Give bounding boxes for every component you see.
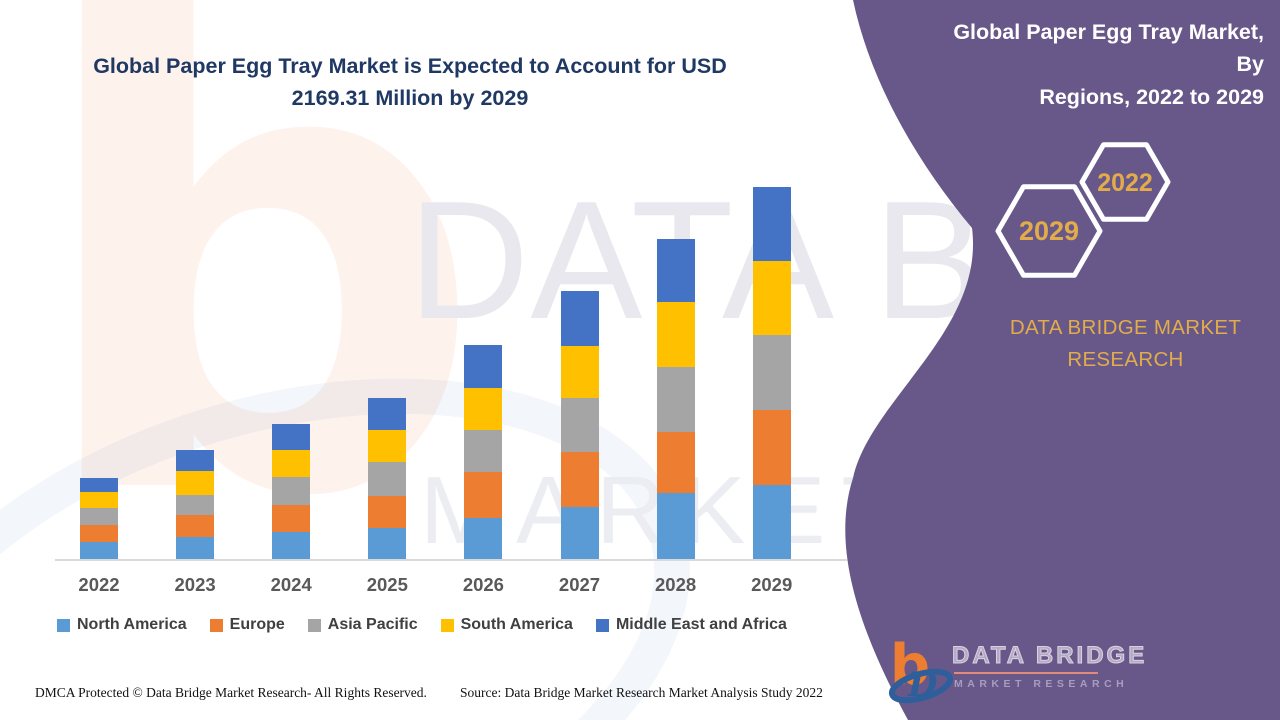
bar-segment-2028-europe <box>656 432 695 493</box>
bar-segment-2027-north-america <box>560 507 599 559</box>
x-axis-label-2025: 2025 <box>366 574 408 595</box>
bar-segment-2028-middle-east-and-africa <box>656 238 695 303</box>
panel-brand-text: DATA BRIDGE MARKET RESEARCH <box>1009 316 1242 371</box>
page-title-line2: 2169.31 Million by 2029 <box>291 86 529 111</box>
page-title: Global Paper Egg Tray Market is Expected… <box>55 50 765 115</box>
legend-item-asia-pacific: Asia Pacific <box>307 616 418 634</box>
x-axis-label-2027: 2027 <box>558 574 601 595</box>
x-axis-label-2023: 2023 <box>174 574 216 595</box>
panel-title-line2: Regions, 2022 to 2029 <box>1039 84 1264 109</box>
bar-segment-2025-north-america <box>368 527 407 559</box>
legend-swatch-icon <box>57 618 70 632</box>
bar-segment-2027-middle-east-and-africa <box>560 291 599 346</box>
bar-segment-2029-south-america <box>752 260 791 336</box>
logo-subtitle-text: MARKET RESEARCH <box>954 678 1129 690</box>
legend-item-south-america: South America <box>440 616 573 634</box>
bar-segment-2027-europe <box>560 451 599 508</box>
bar-segment-2027-south-america <box>560 345 599 398</box>
bar-segment-2027-asia-pacific <box>560 397 599 452</box>
stacked-bar-chart: 2022 2023 2024 2025 2026 2027 2028 2029 North A… <box>55 186 847 634</box>
legend-label: Europe <box>229 616 285 633</box>
bar-segment-2024-asia-pacific <box>272 477 311 505</box>
bar-segment-2023-europe <box>176 514 215 538</box>
bar-segment-2023-south-america <box>176 470 215 495</box>
footer-source: Source: Data Bridge Market Research Mark… <box>460 685 823 700</box>
bar-segment-2023-asia-pacific <box>176 494 215 515</box>
bar-segment-2026-asia-pacific <box>464 430 503 473</box>
year-hexagons: 2022 2029 <box>995 142 1171 278</box>
hexagon-2022-label: 2022 <box>1097 169 1153 197</box>
bar-segment-2022-middle-east-and-africa <box>80 478 118 493</box>
bar-segment-2022-south-america <box>80 492 118 509</box>
x-axis-label-2026: 2026 <box>462 574 504 595</box>
x-axis-line <box>55 559 847 561</box>
bar-segment-2024-europe <box>272 504 311 533</box>
legend-swatch-icon <box>307 618 321 632</box>
x-axis-label-2029: 2029 <box>751 574 793 595</box>
hexagon-2029-label: 2029 <box>1019 216 1079 246</box>
bar-segment-2022-north-america <box>80 542 118 559</box>
bar-segment-2029-asia-pacific <box>752 335 791 410</box>
legend-swatch-icon <box>440 618 454 632</box>
bar-segment-2022-asia-pacific <box>80 508 118 526</box>
panel-title-line1: Global Paper Egg Tray Market, By <box>953 20 1264 77</box>
page-title-line1: Global Paper Egg Tray Market is Expected… <box>93 54 727 78</box>
x-axis-label-2028: 2028 <box>655 574 697 595</box>
legend-label: Middle East and Africa <box>615 616 787 633</box>
bar-segment-2022-europe <box>80 525 118 543</box>
logo-swoosh <box>888 668 954 704</box>
x-axis-label-2024: 2024 <box>270 574 312 595</box>
purple-wave-shape <box>845 0 1280 720</box>
bar-segment-2025-middle-east-and-africa <box>368 397 407 430</box>
databridge-logo: b D DATA BRIDGE MARKET RESEARCH <box>888 632 1188 704</box>
bar-segment-2029-north-america <box>752 485 791 559</box>
bar-segment-2025-south-america <box>368 429 407 463</box>
bar-segment-2029-europe <box>752 409 791 486</box>
logo-d-letter: D <box>907 665 938 704</box>
bar-segment-2023-north-america <box>176 537 215 559</box>
panel-title: Global Paper Egg Tray Market, By Regions… <box>944 16 1264 113</box>
bar-segment-2026-europe <box>464 472 503 518</box>
databridge-logo-mark: b D <box>888 633 954 704</box>
hexagon-2029 <box>995 184 1103 278</box>
bar-segment-2025-asia-pacific <box>368 462 407 496</box>
legend-label: Asia Pacific <box>327 616 418 633</box>
bar-segment-2024-middle-east-and-africa <box>272 423 311 450</box>
bar-segment-2024-north-america <box>272 532 311 559</box>
chart-legend: North America Europe Asia Pacific South Ame… <box>57 616 787 634</box>
hexagon-2022 <box>1079 142 1171 222</box>
bar-segment-2029-middle-east-and-africa <box>752 186 791 261</box>
legend-swatch-icon <box>595 618 609 632</box>
x-axis-label-2022: 2022 <box>78 574 120 595</box>
logo-underline <box>954 672 1098 674</box>
bar-segment-2028-asia-pacific <box>656 366 695 433</box>
legend-item-europe: Europe <box>209 616 285 634</box>
legend-item-north-america: North America <box>57 616 187 634</box>
bar-segment-2026-north-america <box>464 518 503 559</box>
bar-segment-2023-middle-east-and-africa <box>176 449 215 471</box>
footer-dmca: DMCA Protected © Data Bridge Market Rese… <box>35 685 427 700</box>
bar-segment-2026-south-america <box>464 388 503 431</box>
bar-segment-2025-europe <box>368 495 407 528</box>
bar-segment-2026-middle-east-and-africa <box>464 344 503 388</box>
logo-name-text: DATA BRIDGE <box>951 642 1148 670</box>
bar-segment-2028-north-america <box>656 492 695 559</box>
legend-swatch-icon <box>209 618 223 632</box>
legend-label: North America <box>77 616 187 633</box>
bar-segment-2028-south-america <box>656 302 695 367</box>
legend-label: South America <box>460 616 573 633</box>
legend-item-middle-east-and-africa: Middle East and Africa <box>595 616 787 634</box>
bar-segment-2024-south-america <box>272 449 311 478</box>
